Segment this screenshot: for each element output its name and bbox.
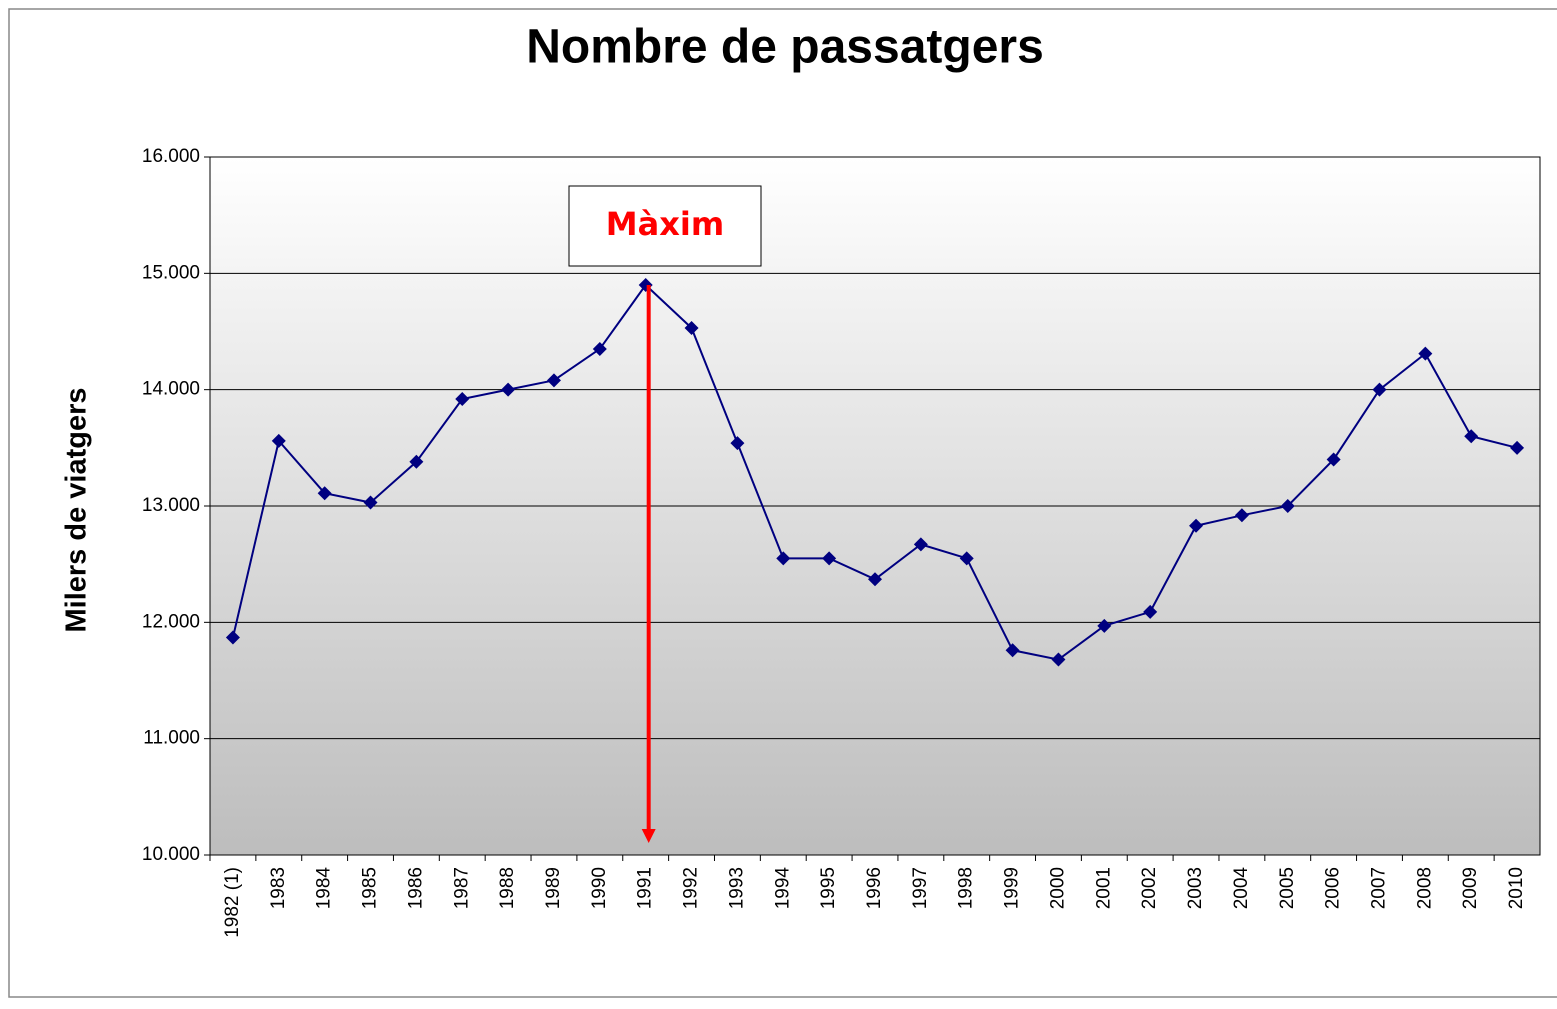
marker xyxy=(1326,452,1341,467)
marker xyxy=(546,373,561,388)
x-tick-label: 1983 xyxy=(268,867,289,909)
x-tick-label: 2007 xyxy=(1368,867,1389,909)
x-tick-label: 1998 xyxy=(956,867,977,909)
marker xyxy=(1189,518,1204,533)
x-tick-label: 1986 xyxy=(405,867,426,909)
marker xyxy=(1143,604,1158,619)
annotation-box xyxy=(568,185,762,267)
marker xyxy=(822,551,837,566)
marker xyxy=(455,391,470,406)
marker xyxy=(1234,508,1249,523)
x-tick-label: 1990 xyxy=(589,867,610,909)
x-tick-label: 2008 xyxy=(1414,867,1435,909)
marker xyxy=(363,495,378,510)
y-tick-label: 12.000 xyxy=(142,611,200,632)
y-tick-label: 10.000 xyxy=(142,844,200,865)
marker xyxy=(1418,346,1433,361)
annotation-arrowhead xyxy=(641,829,656,843)
marker xyxy=(1464,429,1479,444)
y-axis-label: Milers de viatgers xyxy=(61,388,93,633)
x-tick-label: 2006 xyxy=(1323,867,1344,909)
x-tick-label: 1992 xyxy=(681,867,702,909)
marker xyxy=(684,321,699,336)
marker xyxy=(776,551,791,566)
marker xyxy=(1051,652,1066,667)
x-tick-label: 1985 xyxy=(360,867,381,909)
x-tick-label: 2002 xyxy=(1139,867,1160,909)
marker xyxy=(1097,618,1112,633)
y-tick-label: 14.000 xyxy=(142,379,200,400)
marker xyxy=(913,537,928,552)
x-tick-label: 1996 xyxy=(864,867,885,909)
x-tick-label: 1993 xyxy=(726,867,747,909)
x-tick-label: 2004 xyxy=(1231,867,1252,910)
x-tick-label: 1982 (1) xyxy=(222,867,243,938)
x-tick-label: 1995 xyxy=(818,867,839,909)
y-tick-label: 11.000 xyxy=(143,728,200,749)
x-tick-label: 2009 xyxy=(1460,867,1481,909)
marker xyxy=(730,436,745,451)
marker xyxy=(1510,440,1525,455)
marker xyxy=(317,486,332,501)
x-tick-label: 1989 xyxy=(543,867,564,909)
x-tick-label: 2005 xyxy=(1277,867,1298,909)
marker xyxy=(959,551,974,566)
marker xyxy=(592,341,607,356)
y-tick-label: 13.000 xyxy=(142,495,200,516)
y-tick-label: 16.000 xyxy=(142,146,200,167)
x-tick-label: 1984 xyxy=(314,867,335,910)
x-tick-label: 1999 xyxy=(1002,867,1023,909)
y-tick-label: 15.000 xyxy=(142,262,200,283)
marker xyxy=(409,454,424,469)
x-tick-label: 1994 xyxy=(772,867,793,910)
x-tick-label: 2003 xyxy=(1185,867,1206,909)
marker xyxy=(271,433,286,448)
marker xyxy=(868,572,882,587)
marker xyxy=(1372,382,1387,397)
marker xyxy=(1005,643,1020,658)
x-tick-label: 2001 xyxy=(1093,867,1114,909)
x-tick-label: 2010 xyxy=(1506,867,1527,909)
x-tick-label: 2000 xyxy=(1047,867,1068,909)
x-tick-label: 1988 xyxy=(497,867,518,909)
x-tick-label: 1987 xyxy=(451,867,472,909)
chart-title: Nombre de passatgers xyxy=(526,21,1044,74)
annotation-text: Màxim xyxy=(606,205,724,243)
x-tick-label: 1991 xyxy=(635,867,656,909)
marker xyxy=(225,630,240,645)
marker xyxy=(1280,499,1295,513)
marker xyxy=(501,382,516,397)
x-tick-label: 1997 xyxy=(910,867,931,909)
